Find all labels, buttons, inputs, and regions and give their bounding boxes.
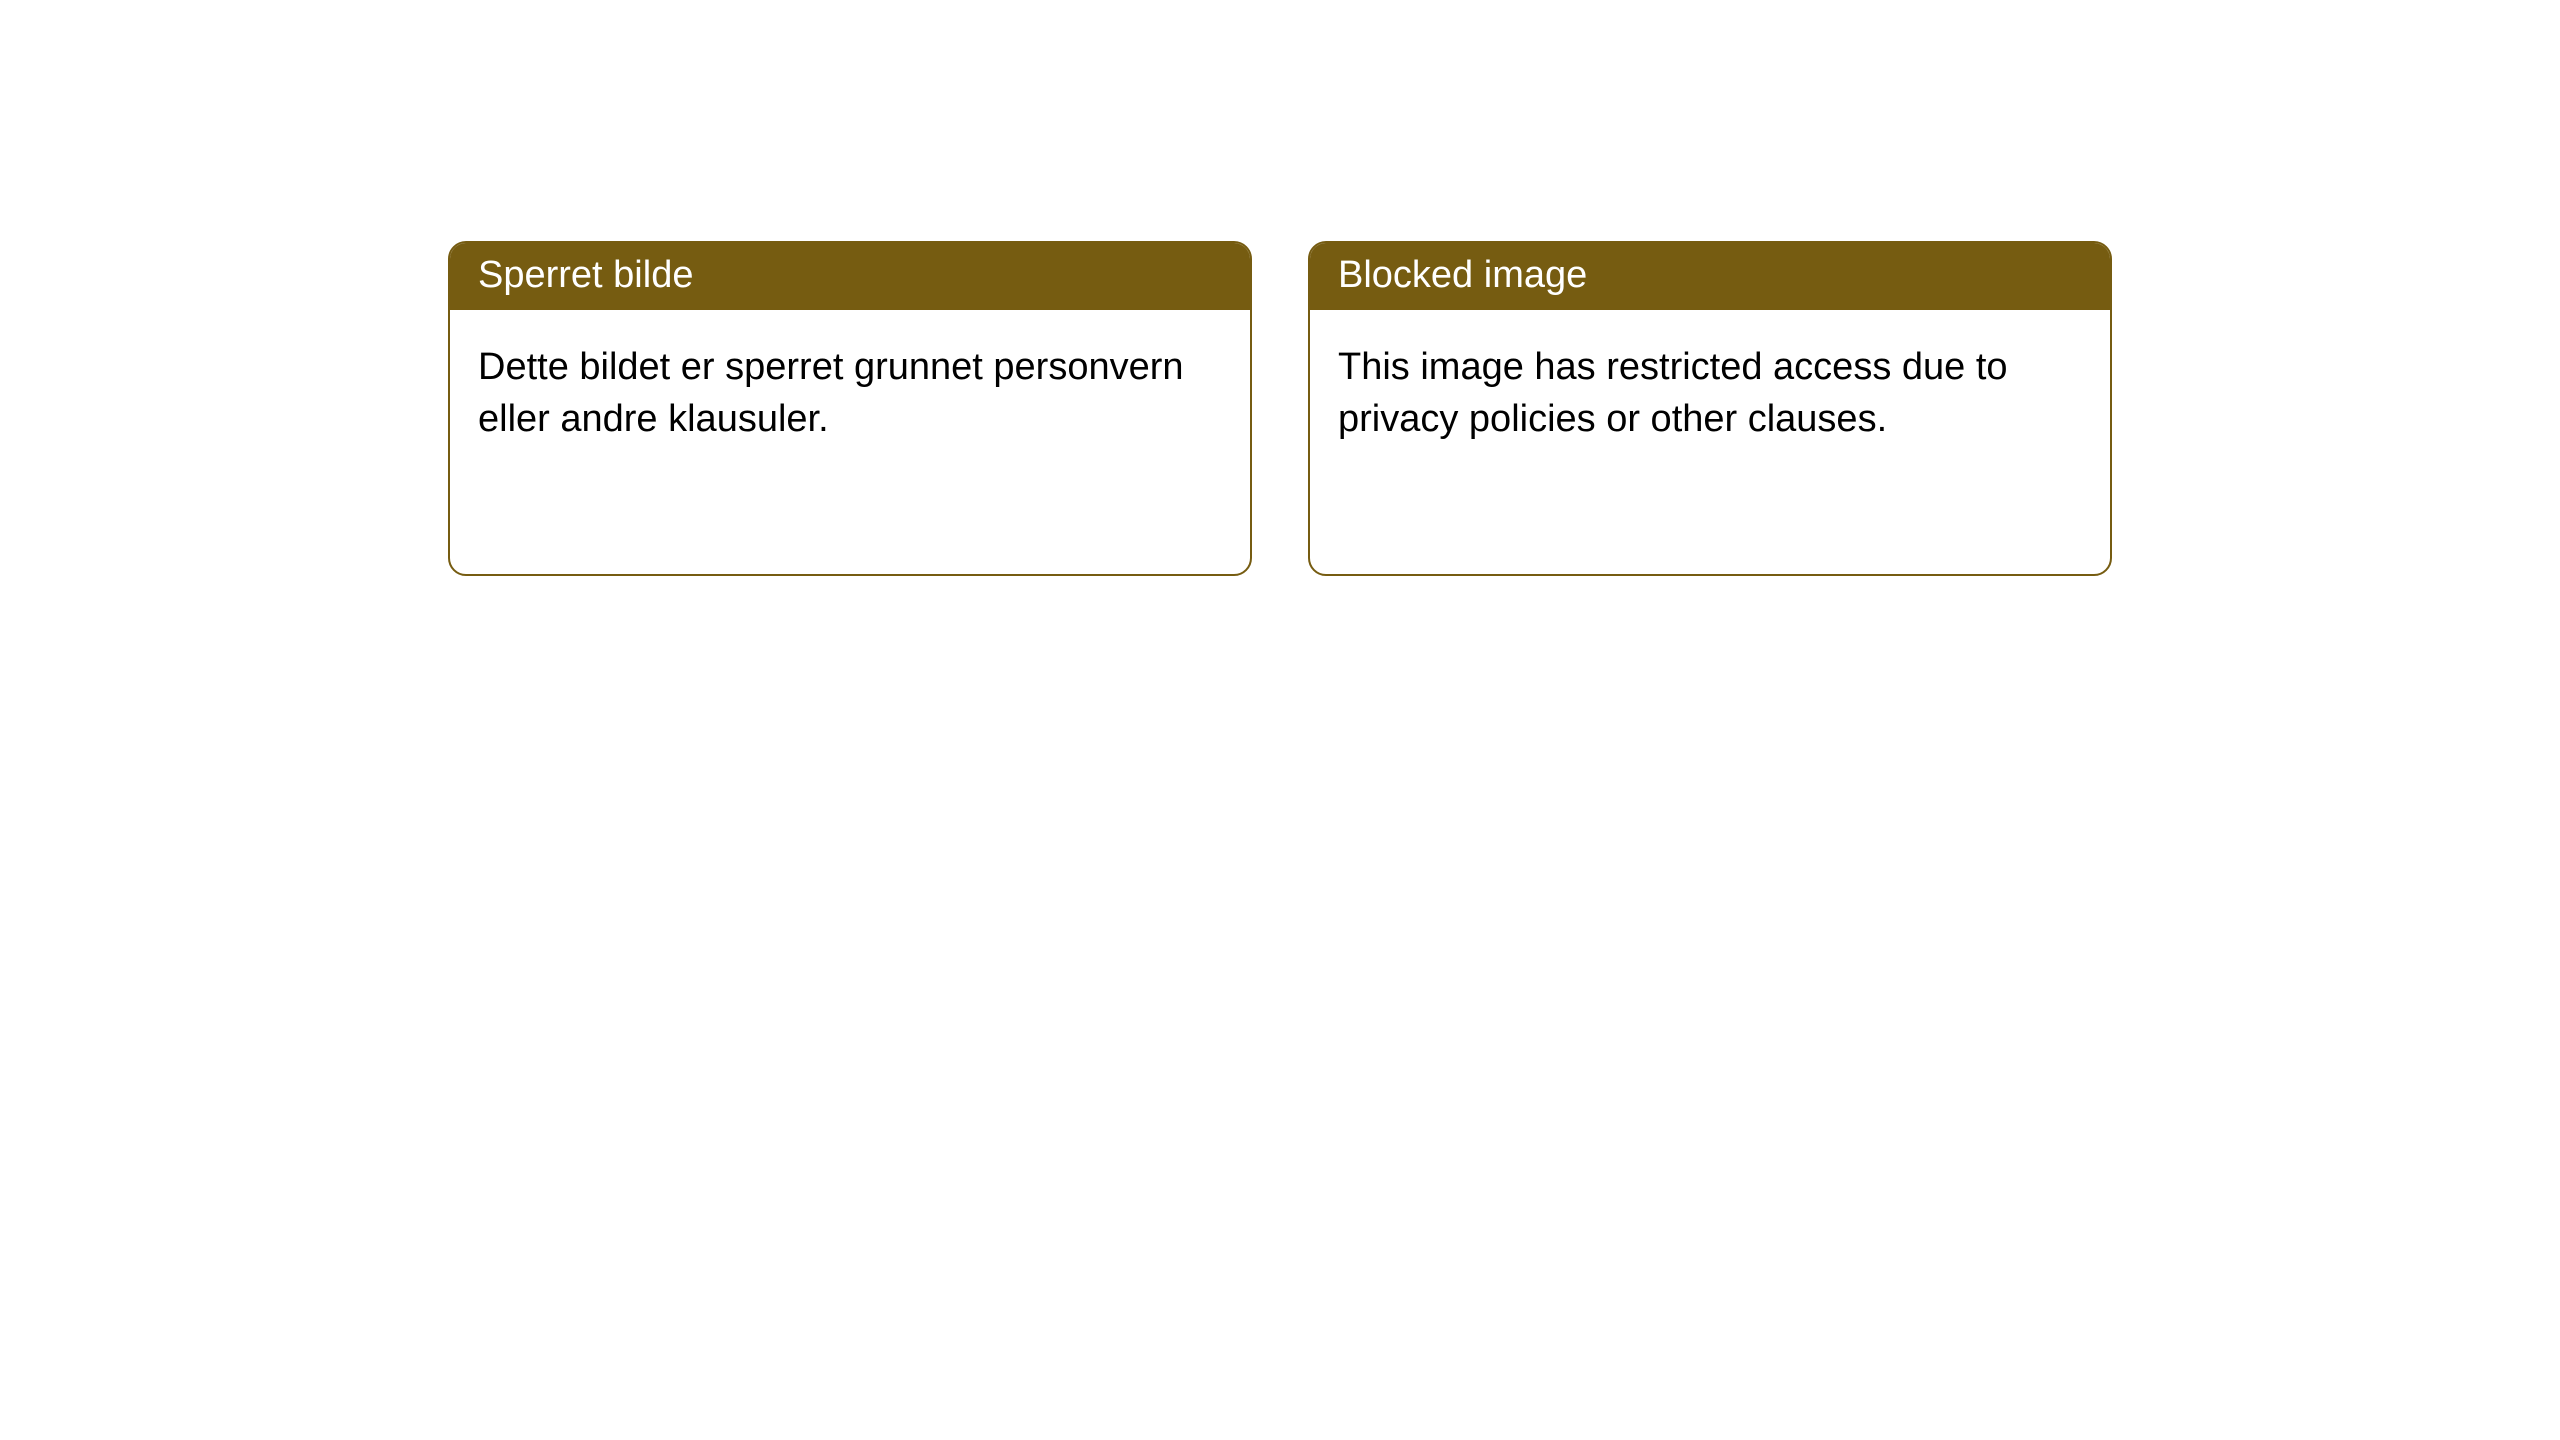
card-title: Blocked image: [1338, 254, 1587, 296]
card-body-text: Dette bildet er sperret grunnet personve…: [478, 346, 1184, 439]
notice-card-norwegian: Sperret bilde Dette bildet er sperret gr…: [448, 241, 1252, 576]
card-body: Dette bildet er sperret grunnet personve…: [450, 310, 1250, 477]
card-header: Blocked image: [1310, 243, 2110, 310]
card-body: This image has restricted access due to …: [1310, 310, 2110, 477]
card-header: Sperret bilde: [450, 243, 1250, 310]
notice-container: Sperret bilde Dette bildet er sperret gr…: [0, 0, 2560, 576]
card-title: Sperret bilde: [478, 254, 693, 296]
notice-card-english: Blocked image This image has restricted …: [1308, 241, 2112, 576]
card-body-text: This image has restricted access due to …: [1338, 346, 2008, 439]
